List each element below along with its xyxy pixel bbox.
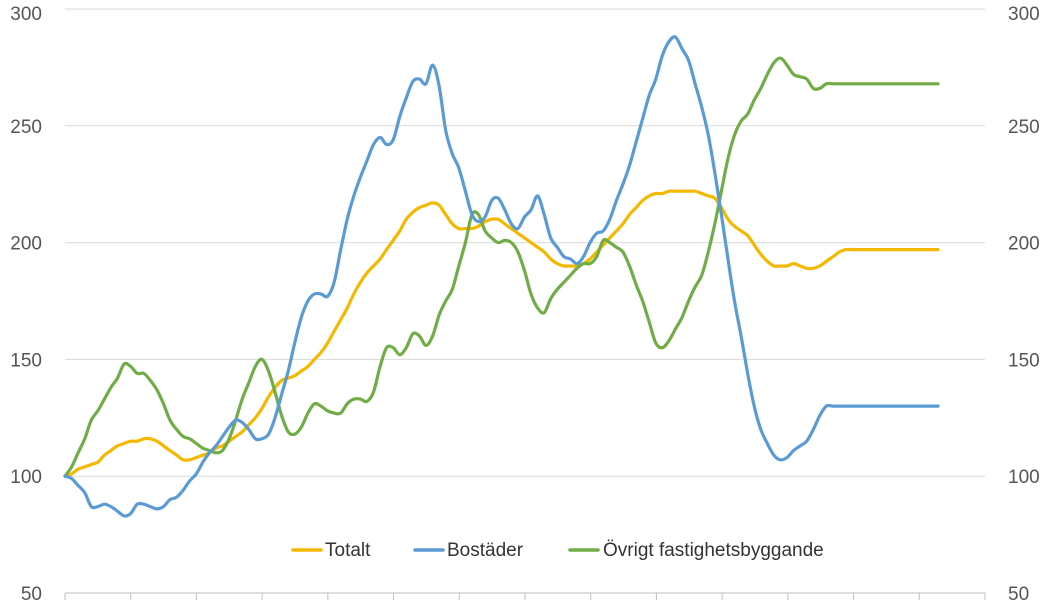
y-tick-right-300: 300 (1008, 4, 1040, 25)
y-tick-right-250: 250 (1008, 117, 1040, 138)
y-tick-left-100: 100 (10, 467, 42, 488)
y-tick-left-150: 150 (10, 350, 42, 371)
right-y-axis: 50 100 150 200 250 300 (1008, 4, 1040, 600)
y-tick-right-200: 200 (1008, 234, 1040, 255)
y-tick-left-300: 300 (10, 4, 42, 25)
left-y-axis: 50 100 150 200 250 300 (10, 4, 42, 600)
series-lines (63, 35, 940, 518)
series-line-bostäder (63, 35, 940, 518)
legend: Totalt Bostäder Övrigt fastighetsbyggande (291, 540, 824, 561)
series-line-totalt (63, 189, 940, 478)
y-tick-right-150: 150 (1008, 350, 1040, 371)
legend-label-2: Övrigt fastighetsbyggande (603, 540, 824, 561)
legend-label-0: Totalt (325, 540, 371, 561)
x-axis (64, 592, 986, 600)
y-tick-right-100: 100 (1008, 467, 1040, 488)
y-tick-left-200: 200 (10, 234, 42, 255)
gridlines (65, 8, 985, 477)
legend-label-1: Bostäder (447, 540, 524, 561)
y-tick-left-250: 250 (10, 117, 42, 138)
y-tick-left-50: 50 (21, 584, 42, 600)
y-tick-right-50: 50 (1008, 584, 1029, 600)
